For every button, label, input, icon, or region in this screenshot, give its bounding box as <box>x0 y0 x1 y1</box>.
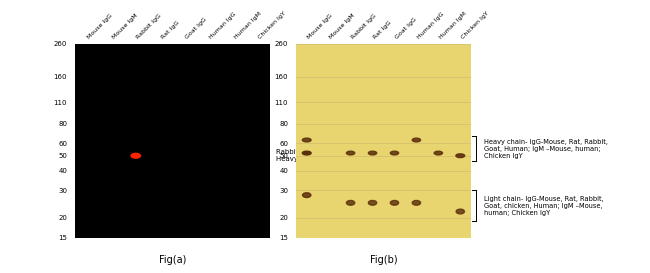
Text: Mouse IgG: Mouse IgG <box>307 13 333 40</box>
Ellipse shape <box>131 153 140 158</box>
Text: Mouse IgG: Mouse IgG <box>87 13 114 40</box>
Text: Human IgM: Human IgM <box>233 11 262 40</box>
Text: Human IgG: Human IgG <box>209 11 237 40</box>
Text: Mouse IgM: Mouse IgM <box>329 13 356 40</box>
Ellipse shape <box>434 151 443 155</box>
Text: Rabbit IgG: Rabbit IgG <box>350 13 378 40</box>
Ellipse shape <box>346 200 355 205</box>
Text: Rat IgG: Rat IgG <box>160 20 180 40</box>
Ellipse shape <box>456 209 465 214</box>
Ellipse shape <box>369 200 377 205</box>
Text: Mouse IgM: Mouse IgM <box>111 13 138 40</box>
Ellipse shape <box>456 154 465 158</box>
Ellipse shape <box>412 200 421 205</box>
Ellipse shape <box>390 200 398 205</box>
Text: Rat IgG: Rat IgG <box>372 20 393 40</box>
Text: Goat IgG: Goat IgG <box>185 17 208 40</box>
Ellipse shape <box>302 151 311 155</box>
Text: Goat IgG: Goat IgG <box>395 17 418 40</box>
Text: Fig(a): Fig(a) <box>159 255 186 265</box>
Ellipse shape <box>390 151 398 155</box>
Text: Rabbit IgG
Heavy Chain: Rabbit IgG Heavy Chain <box>276 149 320 162</box>
Text: Human IgM: Human IgM <box>438 11 467 40</box>
Ellipse shape <box>412 138 421 142</box>
Text: Heavy chain- IgG-Mouse, Rat, Rabbit,
Goat, Human; IgM –Mouse, human;
Chicken IgY: Heavy chain- IgG-Mouse, Rat, Rabbit, Goa… <box>484 139 608 159</box>
Text: Chicken IgY: Chicken IgY <box>460 10 490 40</box>
Ellipse shape <box>346 151 355 155</box>
Text: Rabbit IgG: Rabbit IgG <box>136 13 162 40</box>
Ellipse shape <box>302 193 311 198</box>
Text: Human IgG: Human IgG <box>417 11 445 40</box>
Text: Fig(b): Fig(b) <box>370 255 397 265</box>
Text: Light chain- IgG-Mouse, Rat, Rabbit,
Goat, chicken, Human; IgM –Mouse,
human; Ch: Light chain- IgG-Mouse, Rat, Rabbit, Goa… <box>484 196 604 216</box>
Text: Chicken IgY: Chicken IgY <box>257 10 287 40</box>
Ellipse shape <box>369 151 377 155</box>
Ellipse shape <box>302 138 311 142</box>
